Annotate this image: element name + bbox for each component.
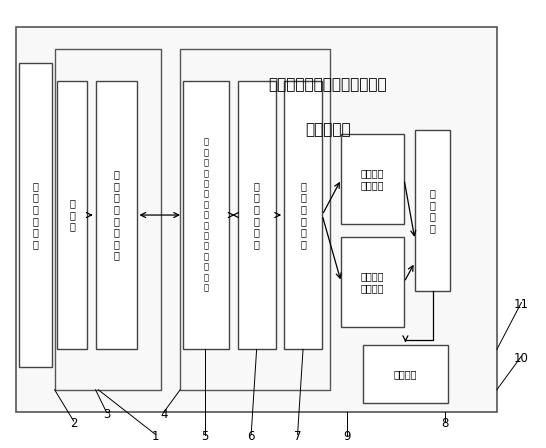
Text: 2: 2 (70, 417, 78, 430)
Text: 层测量系统: 层测量系统 (305, 122, 351, 138)
Bar (55, 49, 161, 390)
Bar (183, 81, 229, 349)
Text: 11: 11 (514, 298, 529, 311)
Bar (284, 81, 322, 349)
Bar (57, 81, 87, 349)
Text: 同频放大
整流单元: 同频放大 整流单元 (361, 271, 384, 293)
Text: 6: 6 (247, 430, 255, 444)
Text: 交
流
磁
化
单
元: 交 流 磁 化 单 元 (254, 181, 259, 249)
Text: 两
脚
磁
性
探
头
残
奥
氏
体
含
检
传
感
器: 两 脚 磁 性 探 头 残 奥 氏 体 含 检 传 感 器 (204, 138, 209, 293)
Text: 两脚磁性探头的残余奥氏体分: 两脚磁性探头的残余奥氏体分 (268, 78, 387, 93)
Bar (19, 63, 52, 367)
Text: 3: 3 (103, 408, 110, 421)
Text: 同频信号
放大单元: 同频信号 放大单元 (361, 168, 384, 190)
Text: 10: 10 (514, 352, 529, 365)
Text: 5: 5 (201, 430, 209, 444)
Text: 处
理
单
元: 处 理 单 元 (430, 188, 436, 233)
Text: 7: 7 (294, 430, 301, 444)
Text: 1: 1 (152, 430, 159, 444)
Bar (96, 81, 136, 349)
Bar (238, 81, 276, 349)
Text: 信
号
发
生
单
元: 信 号 发 生 单 元 (33, 181, 38, 249)
Bar (341, 237, 404, 327)
Bar (16, 27, 497, 412)
Text: 4: 4 (160, 408, 168, 421)
Bar (180, 49, 330, 390)
Text: 检
测
线
圈
单
元: 检 测 线 圈 单 元 (300, 181, 306, 249)
Text: 信
号
源: 信 号 源 (69, 198, 75, 232)
Text: 同
频
功
率
放
大
单
元: 同 频 功 率 放 大 单 元 (113, 169, 119, 261)
Bar (341, 134, 404, 224)
Text: 显示单元: 显示单元 (394, 369, 417, 379)
Text: 8: 8 (441, 417, 449, 430)
Bar (363, 345, 448, 403)
Text: 9: 9 (343, 430, 351, 444)
Bar (415, 130, 450, 291)
